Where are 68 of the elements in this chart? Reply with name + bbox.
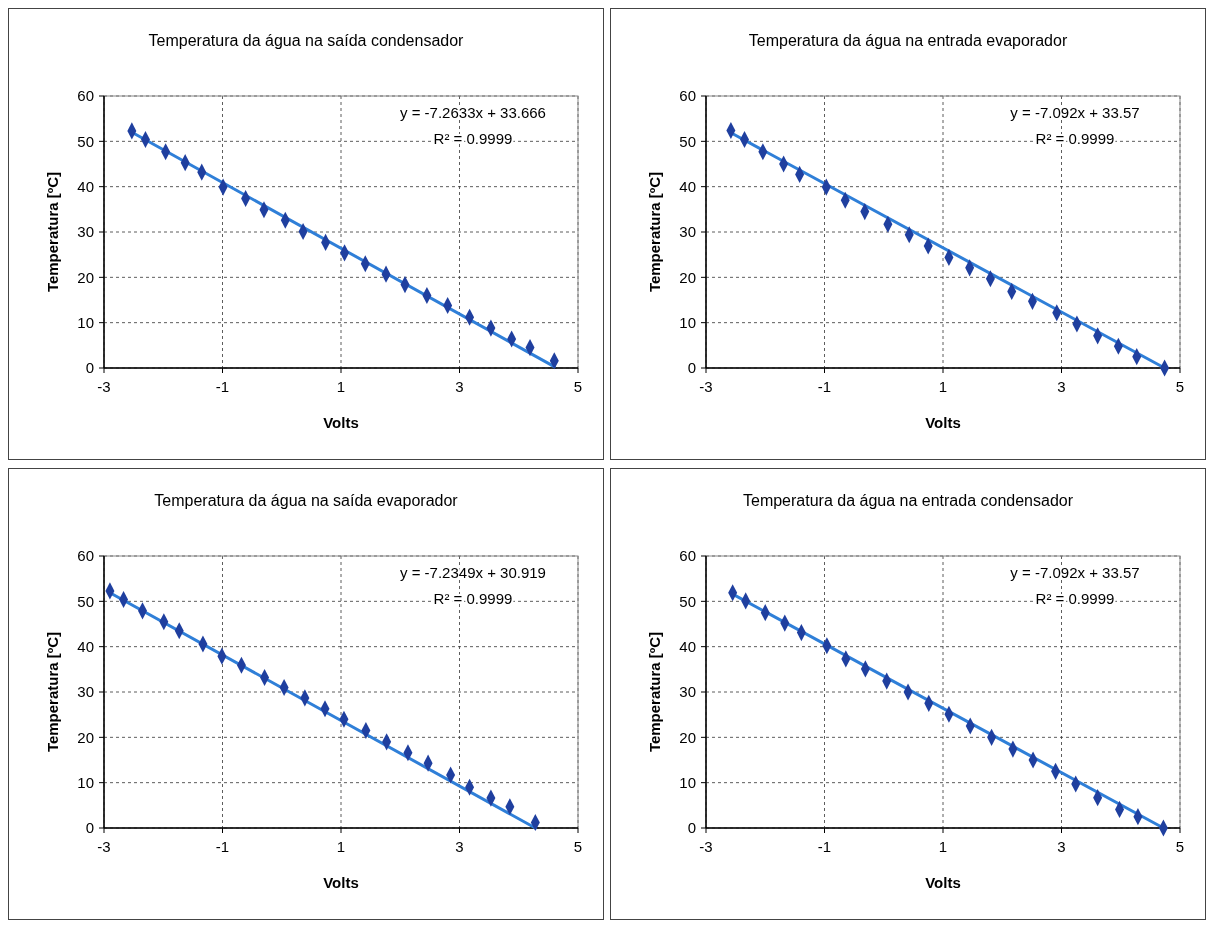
y-tick-label: 0 [85, 359, 94, 377]
y-tick-label: 50 [679, 132, 696, 150]
y-tick-label: 40 [679, 637, 696, 655]
y-axis-title: Temperatura [ºC] [646, 171, 663, 293]
y-tick-label: 10 [77, 313, 94, 331]
y-axis-title: Temperatura [ºC] [646, 631, 663, 753]
x-tick-label: -1 [215, 378, 230, 395]
x-tick-label: -3 [97, 378, 111, 395]
y-tick-label: 0 [85, 819, 94, 837]
y-tick-label: 30 [679, 683, 696, 701]
y-tick-label: 10 [679, 313, 696, 331]
chart-title: Temperatura da água na entrada condensador [742, 492, 1074, 509]
y-tick-label: 10 [77, 773, 94, 791]
x-tick-label: -1 [817, 378, 832, 395]
y-tick-label: 30 [77, 683, 94, 701]
x-tick-label: -3 [699, 838, 713, 855]
x-tick-label: 5 [1175, 838, 1185, 855]
y-tick-label: 60 [679, 87, 696, 105]
y-tick-label: 40 [77, 177, 94, 195]
y-tick-label: 10 [679, 773, 696, 791]
x-tick-label: -1 [215, 838, 230, 855]
x-tick-label: 3 [1057, 378, 1066, 395]
x-tick-label: -3 [699, 378, 713, 395]
y-tick-label: 0 [687, 819, 696, 837]
chart-title: Temperatura da água na saída evaporador [154, 492, 459, 509]
annotation: R² = 0.9999 [1035, 130, 1115, 147]
y-tick-label: 60 [77, 547, 94, 565]
chart-title: Temperatura da água na entrada evaporador [748, 32, 1068, 49]
annotation: R² = 0.9999 [1035, 590, 1115, 607]
y-tick-label: 20 [77, 728, 94, 746]
annotation: R² = 0.9999 [433, 130, 513, 147]
x-tick-label: 1 [938, 838, 948, 855]
x-axis-title: Volts [323, 874, 359, 891]
y-tick-label: 60 [77, 87, 94, 105]
x-tick-label: 3 [455, 378, 464, 395]
x-axis-title: Volts [925, 414, 961, 431]
x-tick-label: 1 [336, 838, 346, 855]
chart-title: Temperatura da água na saída condensador [148, 32, 465, 49]
x-tick-label: 1 [336, 378, 346, 395]
x-tick-label: 3 [1057, 838, 1066, 855]
y-tick-label: 20 [77, 268, 94, 286]
x-tick-label: 3 [455, 838, 464, 855]
y-tick-label: 50 [77, 592, 94, 610]
y-tick-label: 60 [679, 547, 696, 565]
x-tick-label: -3 [97, 838, 111, 855]
y-tick-label: 0 [687, 359, 696, 377]
x-tick-label: 1 [938, 378, 948, 395]
x-axis-title: Volts [925, 874, 961, 891]
y-tick-label: 30 [679, 223, 696, 241]
annotation: y = -7.2349x + 30.919 [400, 564, 546, 581]
y-axis-title: Temperatura [ºC] [44, 171, 61, 293]
x-axis-title: Volts [323, 414, 359, 431]
y-tick-label: 50 [679, 592, 696, 610]
annotation: y = -7.092x + 33.57 [1010, 564, 1140, 581]
annotation: y = -7.092x + 33.57 [1010, 104, 1140, 121]
x-tick-label: 5 [573, 838, 583, 855]
y-tick-label: 20 [679, 728, 696, 746]
y-tick-label: 40 [77, 637, 94, 655]
y-tick-label: 50 [77, 132, 94, 150]
annotation: y = -7.2633x + 33.666 [400, 104, 546, 121]
x-tick-label: 5 [573, 378, 583, 395]
x-tick-label: -1 [817, 838, 832, 855]
x-tick-label: 5 [1175, 378, 1185, 395]
y-tick-label: 20 [679, 268, 696, 286]
y-tick-label: 30 [77, 223, 94, 241]
annotation: R² = 0.9999 [433, 590, 513, 607]
y-tick-label: 40 [679, 177, 696, 195]
y-axis-title: Temperatura [ºC] [44, 631, 61, 753]
